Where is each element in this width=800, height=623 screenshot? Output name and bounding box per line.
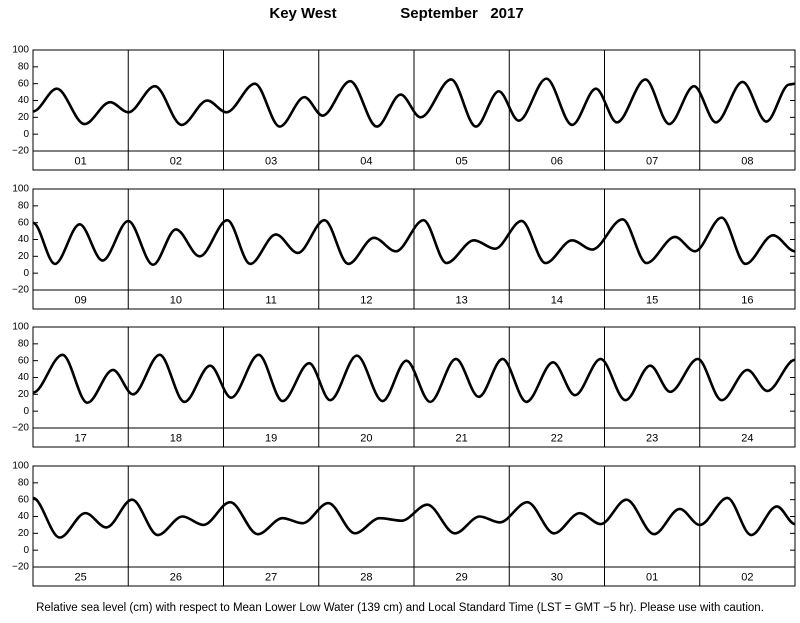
day-label: 04 [360, 155, 372, 167]
y-tick-label: 100 [12, 184, 29, 195]
footnote: Relative sea level (cm) with respect to … [36, 602, 764, 614]
y-tick-label: 40 [18, 95, 30, 106]
y-tick-label: 0 [23, 129, 29, 140]
day-label: 22 [551, 432, 563, 444]
day-label: 30 [551, 571, 563, 583]
y-tick-label: 60 [18, 355, 30, 366]
y-tick-label: 60 [18, 217, 30, 228]
y-tick-label: 20 [18, 389, 30, 400]
y-tick-label: −20 [12, 562, 29, 573]
y-tick-label: 0 [23, 268, 29, 279]
day-label: 15 [646, 294, 658, 306]
day-label: 02 [741, 571, 753, 583]
location-title: Key West [269, 5, 336, 22]
tide-line [32, 77, 796, 128]
day-label: 05 [456, 155, 468, 167]
y-tick-label: 20 [18, 112, 30, 123]
day-label: 06 [551, 155, 563, 167]
day-label: 01 [646, 571, 658, 583]
day-label: 23 [646, 432, 658, 444]
day-label: 10 [170, 294, 182, 306]
y-tick-label: 100 [12, 461, 29, 472]
day-label: 19 [265, 432, 277, 444]
day-label: 01 [75, 155, 87, 167]
day-label: 17 [75, 432, 87, 444]
day-label: 26 [170, 571, 182, 583]
y-tick-label: 60 [18, 494, 30, 505]
day-label: 07 [646, 155, 658, 167]
day-label: 13 [456, 294, 468, 306]
y-tick-label: −20 [12, 285, 29, 296]
y-tick-label: 80 [18, 477, 30, 488]
day-label: 29 [456, 571, 468, 583]
tide-line [32, 216, 796, 267]
day-label: 12 [360, 294, 372, 306]
tide-line [32, 353, 796, 405]
y-tick-label: 80 [18, 338, 30, 349]
y-tick-label: 0 [23, 406, 29, 417]
tide-line [32, 496, 796, 539]
day-label: 20 [360, 432, 372, 444]
day-label: 03 [265, 155, 277, 167]
y-tick-label: 0 [23, 545, 29, 556]
day-label: 14 [551, 294, 563, 306]
y-tick-label: 80 [18, 61, 30, 72]
y-tick-label: 40 [18, 372, 30, 383]
day-label: 16 [741, 294, 753, 306]
day-label: 09 [75, 294, 87, 306]
day-label: 21 [456, 432, 468, 444]
y-tick-label: 80 [18, 200, 30, 211]
y-tick-label: 20 [18, 528, 30, 539]
day-label: 02 [170, 155, 182, 167]
day-label: 28 [360, 571, 372, 583]
y-tick-label: 100 [12, 322, 29, 333]
y-tick-label: −20 [12, 146, 29, 157]
day-label: 08 [741, 155, 753, 167]
day-label: 25 [75, 571, 87, 583]
y-tick-label: 60 [18, 78, 30, 89]
day-label: 11 [265, 294, 276, 306]
y-tick-label: 40 [18, 511, 30, 522]
y-tick-label: −20 [12, 423, 29, 434]
day-label: 27 [265, 571, 277, 583]
day-label: 18 [170, 432, 182, 444]
y-tick-label: 100 [12, 45, 29, 56]
y-tick-label: 20 [18, 251, 30, 262]
y-tick-label: 40 [18, 234, 30, 245]
month-title: September 2017 [400, 5, 523, 22]
day-label: 24 [741, 432, 753, 444]
